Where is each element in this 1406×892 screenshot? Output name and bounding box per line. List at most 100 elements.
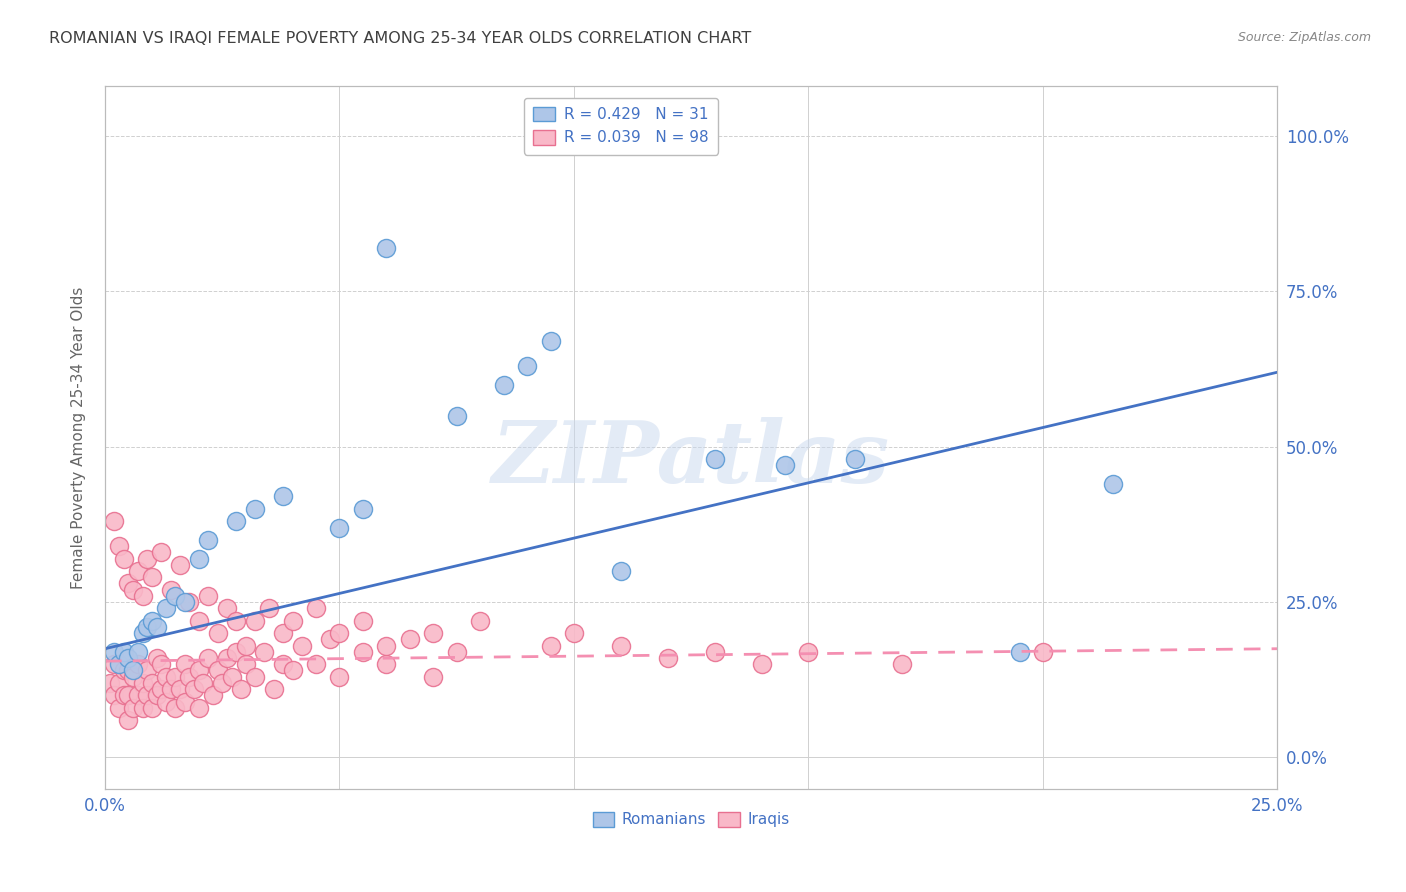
Point bbox=[127, 564, 149, 578]
Text: ZIPatlas: ZIPatlas bbox=[492, 417, 890, 500]
Point bbox=[155, 670, 177, 684]
Point bbox=[235, 639, 257, 653]
Point bbox=[117, 664, 139, 678]
Point bbox=[141, 700, 163, 714]
Point bbox=[1032, 645, 1054, 659]
Point bbox=[179, 670, 201, 684]
Point bbox=[540, 639, 562, 653]
Point bbox=[215, 651, 238, 665]
Point bbox=[703, 452, 725, 467]
Point bbox=[375, 241, 398, 255]
Point bbox=[127, 689, 149, 703]
Point bbox=[225, 514, 247, 528]
Point bbox=[117, 651, 139, 665]
Point bbox=[145, 620, 167, 634]
Point bbox=[103, 514, 125, 528]
Point bbox=[1008, 645, 1031, 659]
Point bbox=[165, 670, 187, 684]
Point bbox=[398, 632, 420, 647]
Point bbox=[492, 377, 515, 392]
Point bbox=[159, 582, 181, 597]
Point bbox=[131, 676, 153, 690]
Point bbox=[703, 645, 725, 659]
Point bbox=[150, 657, 173, 672]
Point bbox=[122, 700, 145, 714]
Point bbox=[422, 670, 444, 684]
Point bbox=[187, 700, 209, 714]
Point bbox=[221, 670, 243, 684]
Point bbox=[117, 713, 139, 727]
Point bbox=[145, 689, 167, 703]
Point bbox=[225, 645, 247, 659]
Point bbox=[136, 620, 159, 634]
Text: ROMANIAN VS IRAQI FEMALE POVERTY AMONG 25-34 YEAR OLDS CORRELATION CHART: ROMANIAN VS IRAQI FEMALE POVERTY AMONG 2… bbox=[49, 31, 751, 46]
Point bbox=[201, 689, 224, 703]
Point bbox=[141, 614, 163, 628]
Point bbox=[263, 682, 285, 697]
Point bbox=[610, 639, 633, 653]
Point bbox=[122, 670, 145, 684]
Point bbox=[108, 676, 131, 690]
Point bbox=[207, 626, 229, 640]
Point bbox=[173, 694, 195, 708]
Point bbox=[179, 595, 201, 609]
Point bbox=[271, 657, 294, 672]
Point bbox=[446, 409, 468, 423]
Point bbox=[145, 651, 167, 665]
Point bbox=[193, 676, 215, 690]
Point bbox=[1102, 477, 1125, 491]
Point bbox=[610, 564, 633, 578]
Point bbox=[305, 657, 328, 672]
Point bbox=[305, 601, 328, 615]
Point bbox=[243, 502, 266, 516]
Point bbox=[470, 614, 492, 628]
Point bbox=[103, 657, 125, 672]
Point bbox=[108, 657, 131, 672]
Point bbox=[797, 645, 820, 659]
Point bbox=[165, 589, 187, 603]
Point bbox=[131, 589, 153, 603]
Point bbox=[169, 682, 191, 697]
Point bbox=[844, 452, 866, 467]
Point bbox=[108, 700, 131, 714]
Point bbox=[281, 664, 304, 678]
Point bbox=[243, 670, 266, 684]
Point bbox=[319, 632, 342, 647]
Point bbox=[229, 682, 252, 697]
Point bbox=[112, 689, 135, 703]
Point bbox=[136, 551, 159, 566]
Point bbox=[117, 576, 139, 591]
Point bbox=[291, 639, 314, 653]
Point bbox=[122, 664, 145, 678]
Point bbox=[187, 614, 209, 628]
Point bbox=[328, 670, 350, 684]
Point bbox=[271, 490, 294, 504]
Point bbox=[155, 601, 177, 615]
Point bbox=[127, 657, 149, 672]
Point bbox=[169, 558, 191, 572]
Point bbox=[207, 664, 229, 678]
Point bbox=[183, 682, 205, 697]
Point bbox=[103, 645, 125, 659]
Point bbox=[117, 689, 139, 703]
Point bbox=[131, 700, 153, 714]
Point bbox=[215, 601, 238, 615]
Point bbox=[446, 645, 468, 659]
Point bbox=[112, 551, 135, 566]
Point bbox=[516, 359, 538, 373]
Point bbox=[352, 645, 374, 659]
Point bbox=[103, 689, 125, 703]
Point bbox=[235, 657, 257, 672]
Y-axis label: Female Poverty Among 25-34 Year Olds: Female Poverty Among 25-34 Year Olds bbox=[72, 286, 86, 589]
Point bbox=[173, 657, 195, 672]
Point bbox=[112, 645, 135, 659]
Point bbox=[136, 664, 159, 678]
Point bbox=[773, 458, 796, 473]
Point bbox=[257, 601, 280, 615]
Point bbox=[751, 657, 773, 672]
Point bbox=[187, 664, 209, 678]
Point bbox=[141, 676, 163, 690]
Point bbox=[108, 539, 131, 553]
Point bbox=[225, 614, 247, 628]
Point bbox=[891, 657, 914, 672]
